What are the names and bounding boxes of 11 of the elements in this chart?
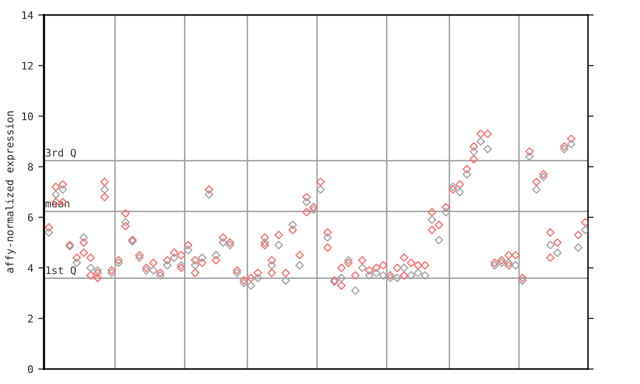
ref-line-label: 3rd Q xyxy=(46,148,76,158)
y-tick-label: 12 xyxy=(22,62,33,70)
y-tick-label: 2 xyxy=(28,314,33,322)
y-tick-label: 8 xyxy=(28,162,33,171)
y-tick-label: 4 xyxy=(28,264,34,272)
ref-line-label: 1st Q xyxy=(46,266,76,276)
y-tick-label: 6 xyxy=(28,214,33,222)
y-tick-label: 0 xyxy=(28,365,33,374)
y-tick-label: 14 xyxy=(22,11,34,19)
y-tick-label: 10 xyxy=(22,112,33,120)
y-axis-title: affy-normalized expression xyxy=(5,111,16,273)
